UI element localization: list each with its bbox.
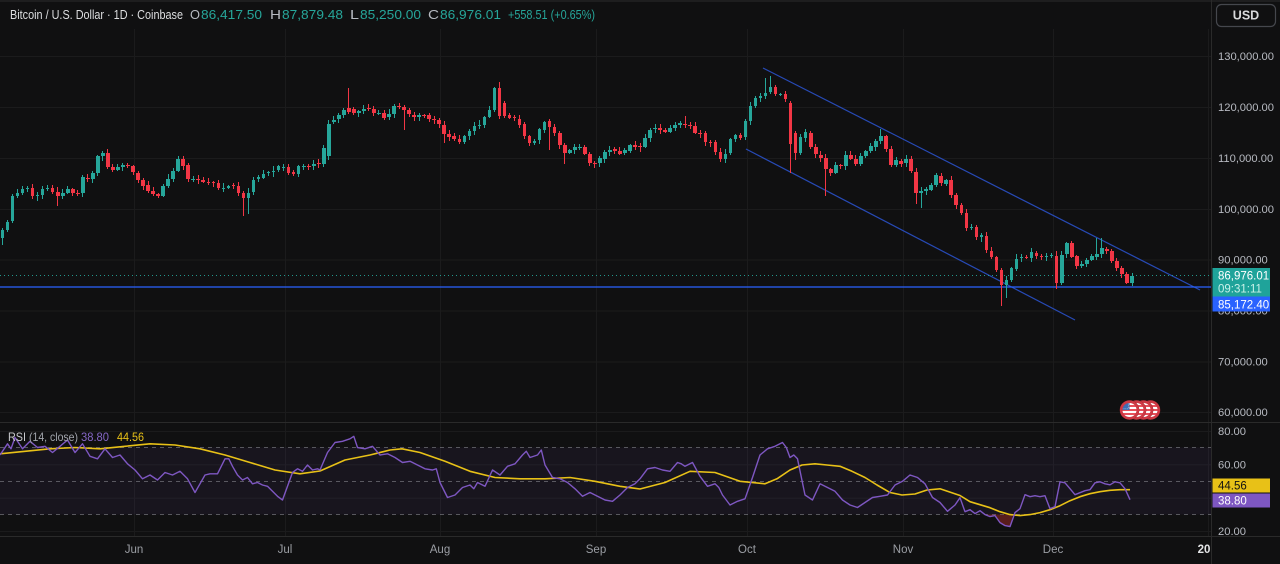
svg-text:Oct: Oct bbox=[738, 544, 757, 556]
svg-text:87,879.48: 87,879.48 bbox=[282, 8, 343, 22]
svg-text:Jul: Jul bbox=[278, 544, 293, 556]
svg-text:38.80: 38.80 bbox=[81, 430, 109, 444]
svg-text:USD: USD bbox=[1233, 9, 1259, 23]
svg-text:130,000.00: 130,000.00 bbox=[1218, 51, 1274, 63]
svg-text:38.80: 38.80 bbox=[1218, 496, 1247, 508]
svg-text:O: O bbox=[190, 8, 200, 22]
svg-text:44.56: 44.56 bbox=[117, 430, 144, 444]
svg-text:Dec: Dec bbox=[1043, 544, 1064, 556]
svg-text:85,250.00: 85,250.00 bbox=[360, 8, 421, 22]
svg-text:60.00: 60.00 bbox=[1218, 459, 1246, 471]
svg-text:90,000.00: 90,000.00 bbox=[1218, 255, 1268, 267]
svg-text:20.00: 20.00 bbox=[1218, 526, 1246, 538]
svg-text:86,417.50: 86,417.50 bbox=[201, 8, 262, 22]
svg-text:(14, close): (14, close) bbox=[29, 430, 78, 444]
svg-text:H: H bbox=[270, 8, 281, 22]
svg-text:60,000.00: 60,000.00 bbox=[1218, 407, 1268, 419]
svg-text:86,976.01: 86,976.01 bbox=[440, 8, 501, 22]
svg-text:Nov: Nov bbox=[893, 544, 914, 556]
svg-text:110,000.00: 110,000.00 bbox=[1218, 153, 1273, 165]
svg-text:44.56: 44.56 bbox=[1218, 481, 1247, 493]
svg-text:85,172.40: 85,172.40 bbox=[1218, 300, 1269, 312]
svg-text:86,976.01: 86,976.01 bbox=[1218, 271, 1269, 283]
svg-text:70,000.00: 70,000.00 bbox=[1218, 357, 1268, 369]
svg-text:+558.51 (+0.65%): +558.51 (+0.65%) bbox=[508, 8, 595, 22]
svg-text:100,000.00: 100,000.00 bbox=[1218, 204, 1274, 216]
svg-text:20: 20 bbox=[1198, 544, 1211, 556]
svg-text:L: L bbox=[350, 8, 359, 22]
svg-text:09:31:11: 09:31:11 bbox=[1218, 284, 1262, 296]
svg-text:Bitcoin / U.S. Dollar · 1D · C: Bitcoin / U.S. Dollar · 1D · Coinbase bbox=[10, 8, 183, 22]
svg-text:RSI: RSI bbox=[8, 430, 26, 444]
svg-text:80.00: 80.00 bbox=[1218, 426, 1246, 438]
svg-text:Jun: Jun bbox=[125, 544, 144, 556]
svg-text:C: C bbox=[428, 8, 439, 22]
svg-text:Sep: Sep bbox=[586, 544, 606, 556]
svg-text:Aug: Aug bbox=[430, 544, 450, 556]
svg-text:120,000.00: 120,000.00 bbox=[1218, 102, 1274, 114]
